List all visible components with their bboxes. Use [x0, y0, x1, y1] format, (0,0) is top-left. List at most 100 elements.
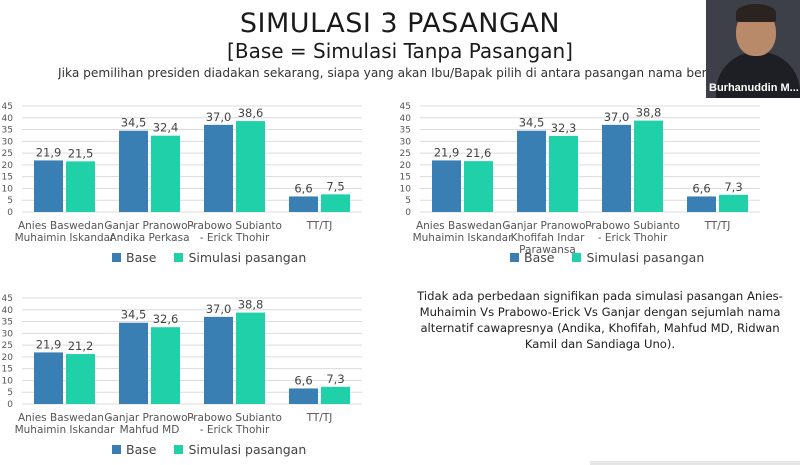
category-label: TT/TJ: [265, 412, 375, 424]
chart-anies-andika: 0 5 10 15 20 25 30 35 40 45 21,9 21,5 34,5 32,4 37,0 38…: [0, 98, 380, 265]
category-label: Prabowo Subianto - Erick Thohir: [180, 412, 290, 436]
legend-item-base: Base: [510, 250, 554, 265]
legend-swatch: [510, 253, 519, 262]
y-tick-label: 35: [2, 126, 13, 136]
category-label: Ganjar Pranowo - Andika Perkasa: [95, 220, 205, 244]
bar-base: [34, 160, 63, 212]
category-label: Anies Baswedan - Muhaimin Iskandar: [408, 220, 518, 244]
data-label: 38,6: [238, 106, 264, 120]
bar-simulasi: [719, 194, 748, 212]
bar-simulasi: [464, 161, 493, 212]
legend-swatch: [572, 253, 582, 262]
y-tick-label: 30: [2, 137, 14, 147]
legend-swatch: [174, 253, 184, 262]
bar-simulasi: [549, 135, 578, 212]
category-label-line: - Erick Thohir: [199, 232, 270, 244]
legend-label: Simulasi pasangan: [188, 442, 307, 457]
slide-subtitle: [Base = Simulasi Tanpa Pasangan]: [227, 39, 573, 63]
category-label-line: Anies Baswedan -: [17, 412, 112, 424]
y-tick-label: 20: [400, 161, 412, 171]
y-tick-label: 25: [2, 341, 13, 351]
y-tick-label: 25: [400, 149, 411, 159]
category-label-line: TT/TJ: [306, 220, 333, 232]
y-tick-label: 30: [2, 329, 14, 339]
category-label-line: TT/TJ: [306, 412, 333, 424]
y-tick-label: 40: [2, 114, 14, 124]
y-tick-label: 20: [2, 353, 14, 363]
data-label: 32,6: [153, 312, 179, 326]
category-label-line: Ganjar Pranowo -: [104, 412, 195, 424]
data-label: 32,4: [153, 121, 179, 135]
legend-swatch: [112, 253, 121, 262]
bar-simulasi: [66, 161, 95, 212]
chart-legend: Base Simulasi pasangan: [510, 250, 722, 265]
legend-item-simulasi: Simulasi pasangan: [572, 250, 704, 265]
data-label: 37,0: [604, 110, 630, 124]
category-label: Anies Baswedan - Muhaimin Iskandar: [10, 412, 120, 436]
category-label-line: TT/TJ: [704, 220, 731, 232]
category-label-line: Prabowo Subianto: [187, 220, 282, 232]
data-label: 37,0: [206, 110, 232, 124]
y-tick-label: 35: [400, 126, 411, 136]
legend-item-base: Base: [112, 250, 156, 265]
presenter-hair: [736, 4, 776, 22]
data-label: 6,6: [692, 181, 710, 195]
legend-swatch: [112, 445, 121, 454]
y-tick-label: 15: [2, 173, 13, 183]
category-label-line: Ganjar Pranowo -: [104, 220, 195, 232]
bar-base: [204, 124, 233, 212]
bar-base: [432, 160, 461, 212]
data-label: 7,3: [724, 180, 742, 194]
bar-base: [119, 322, 148, 404]
y-tick-label: 0: [7, 400, 13, 410]
y-tick-label: 5: [405, 196, 411, 206]
category-label-line: Parawansa: [519, 244, 576, 256]
y-tick-label: 0: [7, 208, 13, 218]
category-label-line: Khofifah Indar: [510, 232, 585, 244]
y-tick-label: 20: [2, 161, 14, 171]
data-label: 38,8: [636, 106, 662, 120]
category-label-line: Anies Baswedan -: [415, 220, 510, 232]
bar-base: [34, 352, 63, 404]
presenter-video-tile[interactable]: Burhanuddin M...: [706, 0, 800, 98]
bar-simulasi: [236, 121, 265, 212]
y-tick-label: 35: [2, 318, 13, 328]
category-label-line: Ganjar Pranowo -: [502, 220, 593, 232]
data-label: 21,9: [36, 337, 62, 351]
chart-legend: Base Simulasi pasangan: [112, 250, 324, 265]
category-label: Prabowo Subianto - Erick Thohir: [180, 220, 290, 244]
y-tick-label: 40: [400, 114, 412, 124]
category-label: TT/TJ: [265, 220, 375, 232]
y-tick-label: 10: [2, 376, 14, 386]
data-label: 21,2: [68, 339, 94, 353]
bottom-toolbar-edge: [590, 461, 800, 465]
data-label: 6,6: [294, 181, 312, 195]
bar-simulasi: [151, 327, 180, 404]
bar-simulasi: [634, 120, 663, 212]
y-tick-label: 5: [7, 196, 13, 206]
y-tick-label: 30: [400, 137, 412, 147]
legend-label: Simulasi pasangan: [188, 250, 307, 265]
category-label: Prabowo Subianto - Erick Thohir: [578, 220, 688, 244]
y-tick-label: 10: [400, 184, 412, 194]
y-tick-label: 40: [2, 306, 14, 316]
survey-question: Jika pemilihan presiden diadakan sekaran…: [58, 66, 718, 80]
legend-label: Base: [126, 442, 157, 457]
bar-base: [687, 196, 716, 212]
category-label-line: Andika Perkasa: [109, 232, 190, 244]
bar-base: [517, 130, 546, 212]
data-label: 7,5: [326, 179, 344, 193]
data-label: 38,8: [238, 298, 264, 312]
bar-simulasi: [66, 354, 95, 404]
data-label: 37,0: [206, 302, 232, 316]
bar-base: [289, 196, 318, 212]
data-label: 21,6: [466, 146, 492, 160]
legend-swatch: [174, 445, 184, 454]
category-label: Ganjar Pranowo - Mahfud MD: [95, 412, 205, 436]
y-tick-label: 15: [2, 365, 13, 375]
legend-item-simulasi: Simulasi pasangan: [174, 250, 306, 265]
chart-mahfud: 0 5 10 15 20 25 30 35 40 45 21,9 21,2 34,5 32,6 37,0 38…: [0, 290, 380, 457]
category-label-line: Anies Baswedan -: [17, 220, 112, 232]
category-label-line: Mahfud MD: [119, 424, 180, 436]
